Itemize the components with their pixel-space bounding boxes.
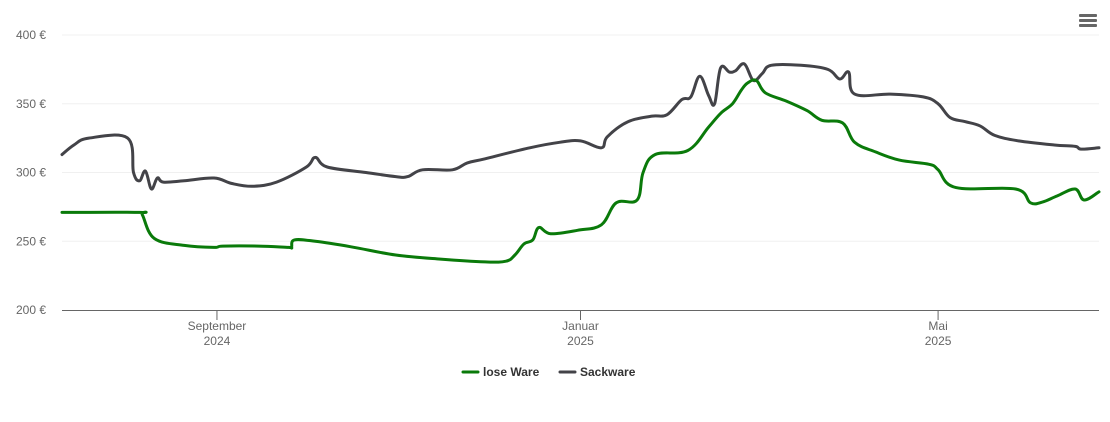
y-tick-label: 400 €: [16, 28, 46, 42]
grid-lines: [62, 34, 1099, 242]
series-line-0[interactable]: [60, 78, 1101, 264]
x-tick-year-label: 2024: [204, 334, 231, 348]
y-tick-label: 200 €: [16, 303, 46, 317]
legend-item[interactable]: lose Ware: [461, 365, 540, 379]
y-tick-label: 300 €: [16, 166, 46, 180]
x-tick-year-label: 2025: [925, 334, 952, 348]
y-axis: 200 € 250 € 300 € 350 € 400 €: [16, 28, 46, 317]
x-tick-label: Mai: [928, 319, 947, 333]
legend-label: Sackware: [580, 365, 636, 379]
y-tick-label: 350 €: [16, 97, 46, 111]
y-tick-label: 250 €: [16, 234, 46, 248]
series-lines: [60, 62, 1101, 264]
legend-item[interactable]: Sackware: [558, 365, 636, 379]
x-tick-label: Januar: [562, 319, 599, 333]
x-tick-year-label: 2025: [567, 334, 594, 348]
x-tick-label: September: [188, 319, 247, 333]
series-line-1[interactable]: [60, 62, 1101, 191]
legend-label: lose Ware: [483, 365, 540, 379]
legend: lose Ware Sackware: [461, 365, 636, 379]
hamburger-menu-icon[interactable]: [1078, 12, 1098, 32]
